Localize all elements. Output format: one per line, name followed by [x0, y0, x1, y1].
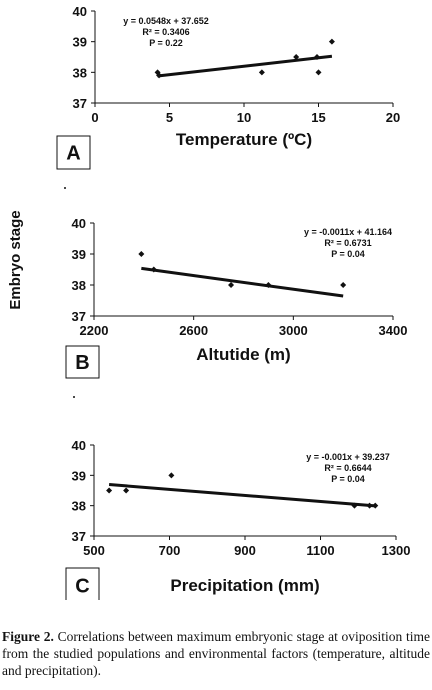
- x-tick-label: 15: [311, 110, 325, 125]
- panel-letter-box: [65, 567, 100, 600]
- y-tick-label: 37: [72, 529, 86, 544]
- data-point: [228, 282, 235, 288]
- x-tick-label: 0: [91, 110, 98, 125]
- x-tick-label: 900: [234, 543, 256, 558]
- data-point: [315, 69, 322, 76]
- panel-b: 37 38 39 40 2200 2600 3000 3400 y = -0.0011x + 4…: [65, 216, 408, 398]
- x-axis-label: Temperature (ºC): [176, 130, 312, 149]
- regression-annotation: y = 0.0548x + 37.652: [123, 16, 209, 26]
- panel-dot: [64, 187, 66, 189]
- x-tick-label: 2600: [179, 323, 208, 338]
- regression-annotation: R² = 0.6644: [324, 463, 371, 473]
- x-tick-label: 20: [386, 110, 400, 125]
- x-tick-label: 1100: [306, 543, 334, 558]
- y-tick-label: 38: [72, 278, 86, 293]
- data-point: [328, 38, 335, 45]
- y-tick-label: 37: [72, 309, 86, 324]
- data-point: [106, 487, 113, 494]
- trendline: [141, 266, 344, 298]
- panel-c: 37 38 39 40 500 700 900 1100 1300 y = -0.001x + 3…: [65, 438, 411, 600]
- x-tick-label: 500: [83, 543, 105, 558]
- x-axis-label: Altutide (m): [196, 345, 290, 364]
- x-tick-label: 700: [159, 543, 181, 558]
- data-point: [265, 282, 272, 288]
- y-tick-label: 39: [73, 35, 87, 50]
- regression-annotation: y = -0.0011x + 41.164: [304, 227, 392, 237]
- caption-label: Figure 2.: [2, 629, 54, 644]
- panel-letter: C: [75, 576, 89, 598]
- data-point: [366, 502, 373, 509]
- panel-letter: B: [75, 352, 89, 374]
- caption-text: Correlations between maximum embryonic s…: [2, 629, 431, 678]
- regression-annotation: P = 0.04: [331, 249, 365, 259]
- data-point: [372, 502, 379, 509]
- data-point: [156, 72, 163, 79]
- x-tick-label: 3400: [379, 323, 408, 338]
- y-tick-label: 39: [72, 468, 86, 483]
- x-tick-label: 3000: [279, 323, 308, 338]
- y-tick-label: 37: [73, 96, 87, 111]
- regression-annotation: R² = 0.3406: [142, 27, 189, 37]
- data-point: [293, 54, 300, 60]
- trendline: [157, 54, 333, 78]
- x-axis-label: Precipitation (mm): [170, 576, 319, 595]
- figure-canvas: Embryo stage 37 38 39 40 0 5 10 15 20 y = 0.0548x…: [7, 4, 411, 600]
- y-axis-label: Embryo stage: [7, 210, 24, 309]
- data-point: [258, 69, 265, 76]
- y-tick-label: 40: [72, 438, 86, 453]
- x-tick-label: 2200: [80, 323, 109, 338]
- trendline: [108, 483, 376, 508]
- data-point: [168, 472, 175, 479]
- y-tick-label: 39: [72, 247, 86, 262]
- x-tick-label: 5: [166, 110, 173, 125]
- regression-annotation: P = 0.22: [149, 38, 183, 48]
- regression-annotation: P = 0.04: [331, 474, 365, 484]
- data-point: [123, 487, 130, 494]
- data-point: [351, 502, 358, 509]
- data-point: [138, 251, 145, 257]
- y-tick-label: 40: [73, 4, 87, 19]
- y-tick-label: 38: [72, 499, 86, 514]
- data-point: [150, 266, 157, 273]
- data-point: [340, 282, 347, 288]
- figure-caption: Figure 2. Correlations between maximum e…: [2, 628, 430, 679]
- regression-annotation: y = -0.001x + 39.237: [306, 452, 390, 462]
- data-point: [314, 54, 321, 60]
- y-tick-label: 40: [72, 216, 86, 231]
- panel-letter: A: [66, 143, 80, 165]
- panel-letter-box: [65, 345, 100, 379]
- x-tick-label: 1300: [382, 543, 411, 558]
- regression-annotation: R² = 0.6731: [324, 238, 371, 248]
- x-tick-label: 10: [237, 110, 251, 125]
- panel-dot: [73, 396, 75, 398]
- panel-letter-box: [56, 135, 91, 170]
- y-tick-label: 38: [73, 65, 87, 80]
